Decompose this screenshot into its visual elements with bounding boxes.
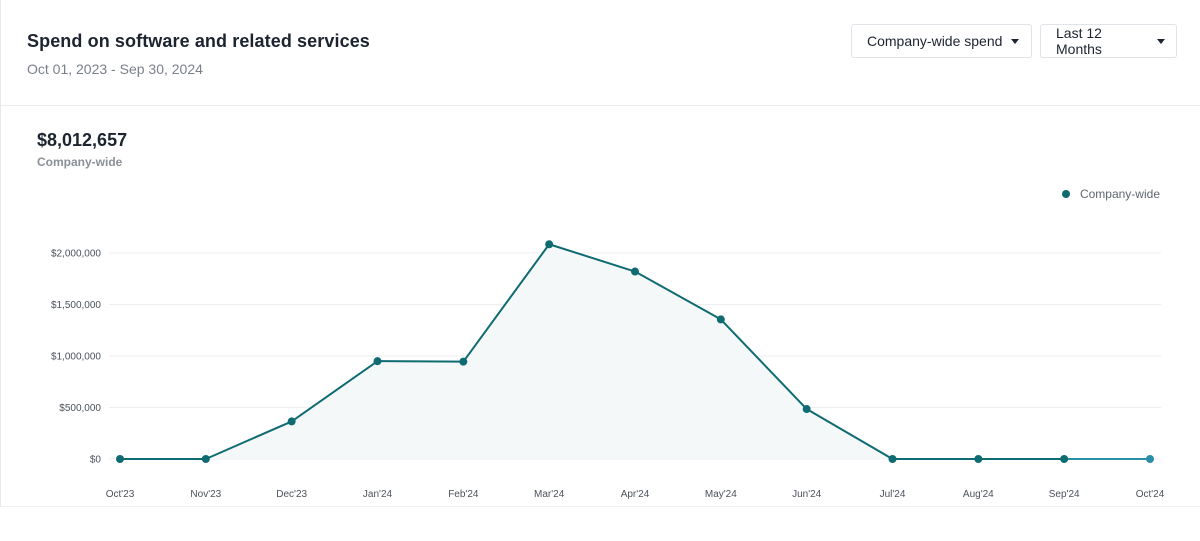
legend-marker-icon — [1061, 190, 1070, 198]
x-tick-label: Jan'24 — [363, 489, 393, 500]
x-tick-label: Jun'24 — [792, 489, 822, 500]
y-tick-label: $2,000,000 — [51, 249, 101, 260]
data-point — [373, 357, 382, 366]
x-tick-label: Aug'24 — [963, 489, 994, 500]
legend-label: Company-wide — [1079, 187, 1160, 201]
data-point — [802, 405, 811, 414]
period-dropdown[interactable]: Last 12 Months — [1040, 24, 1177, 58]
y-tick-label: $1,500,000 — [51, 300, 101, 311]
x-tick-label: Sep'24 — [1049, 489, 1080, 500]
x-tick-label: May'24 — [705, 489, 737, 500]
data-point — [201, 455, 210, 463]
data-point — [287, 417, 296, 426]
data-point — [716, 315, 725, 324]
line-chart: $0 $500,000 $1,000,000 $1,500,000 $2,000,000… — [51, 240, 1165, 500]
data-point — [116, 455, 124, 463]
x-tick-label: Feb'24 — [448, 489, 479, 500]
chart-legend[interactable]: Company-wide — [1061, 187, 1160, 201]
x-tick-label: Apr'24 — [621, 489, 650, 500]
data-point — [459, 357, 468, 366]
series-area — [120, 244, 1150, 459]
scope-dropdown[interactable]: Company-wide spend — [851, 24, 1032, 58]
y-tick-label: $1,000,000 — [51, 352, 101, 363]
x-tick-label: Dec'23 — [276, 489, 307, 500]
data-point — [1060, 455, 1069, 463]
x-tick-label: Oct'23 — [106, 489, 135, 500]
data-point — [545, 240, 554, 249]
data-point — [888, 455, 897, 463]
card-header: Spend on software and related services O… — [1, 0, 1200, 106]
x-tick-label: Oct'24 — [1136, 489, 1165, 500]
y-tick-label: $0 — [90, 455, 102, 466]
period-dropdown-label: Last 12 Months — [1056, 25, 1102, 57]
y-tick-label: $500,000 — [59, 403, 101, 414]
total-spend-value: $8,012,657 — [37, 130, 128, 150]
date-range: Oct 01, 2023 - Sep 30, 2024 — [27, 61, 203, 77]
x-tick-label: Jul'24 — [880, 489, 906, 500]
caret-down-icon — [1011, 38, 1020, 44]
chart-title: Spend on software and related services — [27, 31, 370, 51]
data-point — [1146, 455, 1154, 463]
scope-dropdown-label: Company-wide spend — [867, 33, 1003, 49]
total-spend-label: Company-wide — [37, 155, 123, 169]
series-line — [120, 243, 1065, 460]
data-point — [631, 267, 639, 276]
chart-card: Spend on software and related services O… — [0, 0, 1200, 507]
data-point — [974, 455, 983, 463]
caret-down-icon — [1157, 38, 1165, 44]
x-tick-label: Mar'24 — [534, 489, 565, 500]
x-tick-label: Nov'23 — [190, 489, 221, 500]
